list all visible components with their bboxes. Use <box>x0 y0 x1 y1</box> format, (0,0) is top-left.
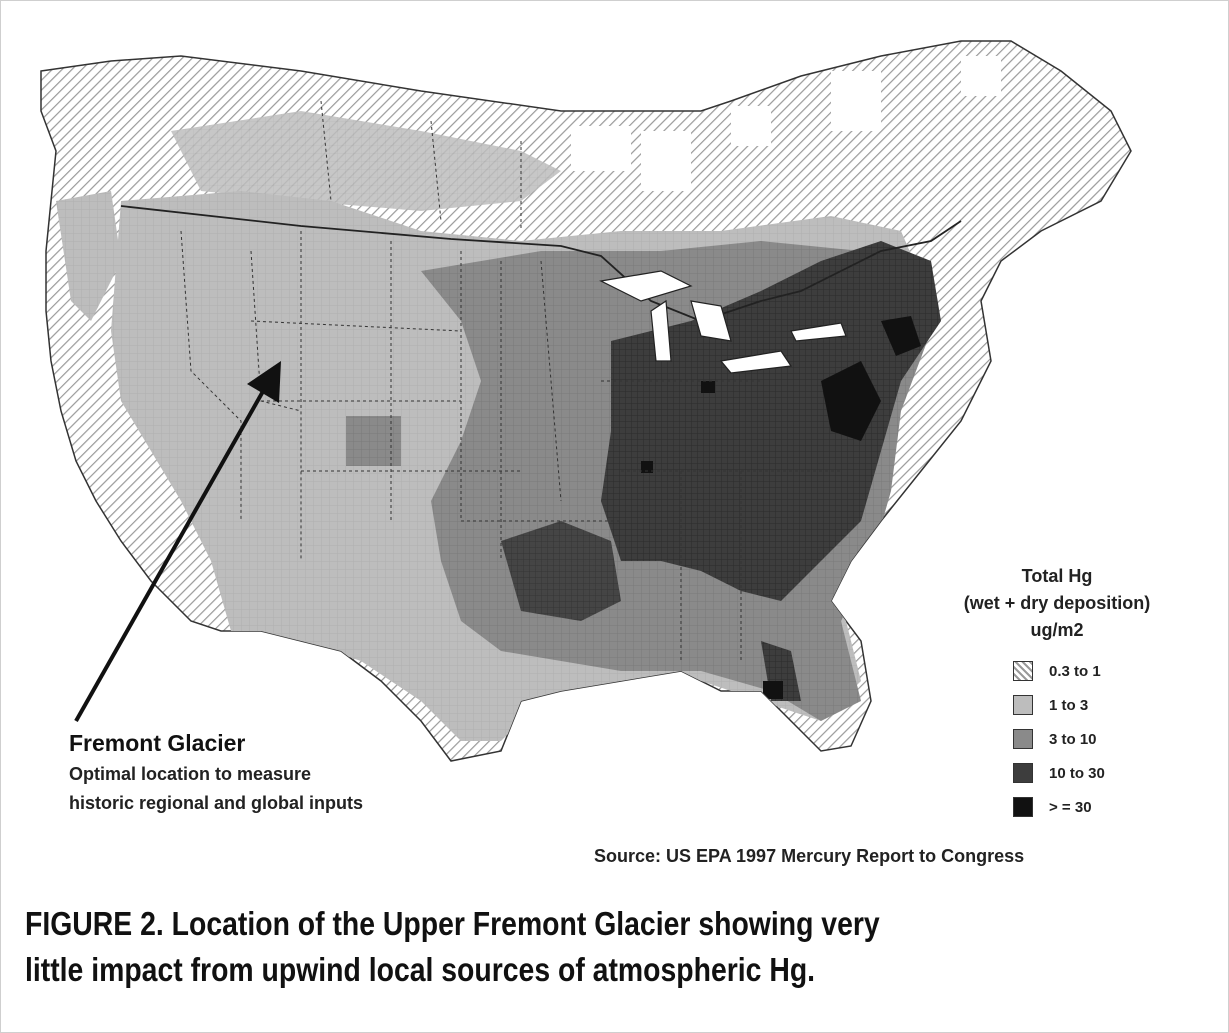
source-credit: Source: US EPA 1997 Mercury Report to Co… <box>594 846 1025 866</box>
region-over-30-ohio-valley <box>821 361 881 441</box>
legend-label: 10 to 30 <box>1049 764 1105 782</box>
state-lines <box>180 100 841 661</box>
region-3-to-10-patch <box>346 416 401 466</box>
legend-item: 0.3 to 1 <box>1013 654 1183 688</box>
legend-swatch-hatch <box>1013 661 1033 681</box>
annotation-line-1: Optimal location to measure <box>69 764 312 784</box>
region-over-30-spot <box>763 681 783 699</box>
caption-line-2: little impact from upwind local sources … <box>25 951 816 988</box>
legend-title-3: ug/m2 <box>1030 620 1084 640</box>
legend-label: 0.3 to 1 <box>1049 662 1101 680</box>
legend-title-1: Total Hg <box>1021 566 1093 586</box>
region-over-30-spot-3 <box>641 461 653 473</box>
white-patch <box>731 106 771 146</box>
annotation-line-2: historic regional and global inputs <box>69 793 364 813</box>
region-over-30-northeast <box>881 316 921 356</box>
region-1-to-3-north <box>171 111 561 211</box>
map-legend: Total Hg (wet + dry deposition) ug/m2 0.… <box>931 563 1183 824</box>
legend-title-2: (wet + dry deposition) <box>963 593 1151 613</box>
great-lakes <box>599 270 847 374</box>
region-1-to-3-west-coast <box>56 191 121 321</box>
mercury-deposition-map <box>40 40 1132 762</box>
region-10-to-30 <box>601 241 941 601</box>
legend-item: 3 to 10 <box>1013 722 1183 756</box>
legend-swatch-mid <box>1013 729 1033 749</box>
region-10-to-30-south <box>501 521 621 621</box>
caption-line-1: FIGURE 2. Location of the Upper Fremont … <box>25 905 880 942</box>
white-patch <box>571 126 631 171</box>
legend-swatch-black <box>1013 797 1033 817</box>
legend-items: 0.3 to 1 1 to 3 3 to 10 10 to 30 > = 30 <box>931 654 1183 824</box>
figure-caption: FIGURE 2. Location of the Upper Fremont … <box>25 901 1048 993</box>
legend-swatch-light <box>1013 695 1033 715</box>
legend-item: 10 to 30 <box>1013 756 1183 790</box>
legend-label: 1 to 3 <box>1049 696 1089 714</box>
annotation-title: Fremont Glacier <box>69 730 246 756</box>
white-patch <box>641 131 691 191</box>
white-patch <box>831 71 881 131</box>
legend-item: > = 30 <box>1013 790 1183 824</box>
legend-label: > = 30 <box>1049 798 1092 816</box>
fremont-glacier-arrow <box>74 361 281 722</box>
white-patch <box>961 56 1001 96</box>
legend-item: 1 to 3 <box>1013 688 1183 722</box>
legend-swatch-dark <box>1013 763 1033 783</box>
legend-label: 3 to 10 <box>1049 730 1097 748</box>
region-over-30-spot-2 <box>701 381 715 393</box>
